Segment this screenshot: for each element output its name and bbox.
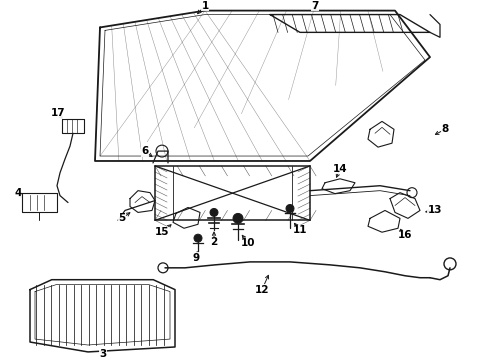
Text: 9: 9	[193, 253, 199, 263]
Circle shape	[210, 208, 218, 216]
Text: 7: 7	[311, 1, 318, 11]
Text: 11: 11	[293, 225, 307, 235]
Text: 13: 13	[428, 206, 442, 215]
Text: 15: 15	[155, 227, 169, 237]
Text: 6: 6	[142, 146, 148, 156]
Text: 4: 4	[14, 188, 22, 198]
Text: 14: 14	[333, 164, 347, 174]
Text: 5: 5	[119, 213, 125, 223]
Circle shape	[233, 213, 243, 223]
Text: 2: 2	[210, 237, 218, 247]
Text: 16: 16	[398, 230, 412, 240]
Text: 10: 10	[241, 238, 255, 248]
Text: 8: 8	[441, 124, 449, 134]
Text: 1: 1	[201, 1, 209, 11]
Circle shape	[286, 204, 294, 212]
Circle shape	[194, 234, 202, 242]
Text: 17: 17	[50, 108, 65, 118]
Text: 3: 3	[99, 349, 107, 359]
Text: 12: 12	[255, 285, 269, 294]
